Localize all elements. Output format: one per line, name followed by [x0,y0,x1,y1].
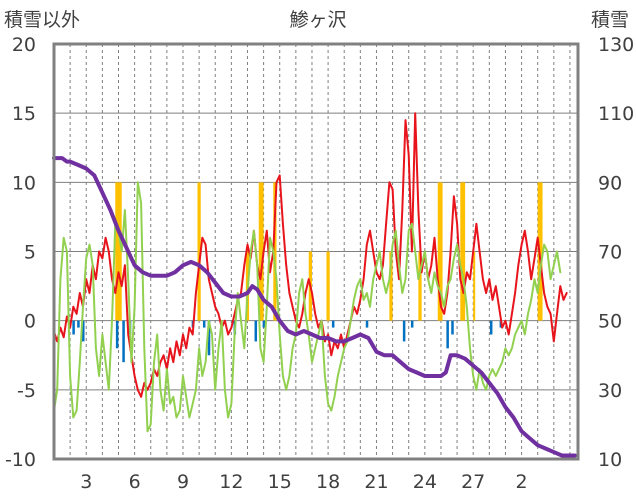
plot-frame [52,42,580,461]
blue-bar [82,320,85,342]
x-tick-label: 18 [316,471,340,493]
red-series-line [53,112,568,398]
blue-bar [331,320,335,328]
left-axis-ticks: 20 15 10 5 0 -5 -10 [5,34,36,471]
left-axis-label: 積雪以外 [4,9,80,31]
left-tick-label: 10 [12,172,36,194]
purple-series-line [52,156,577,458]
x-tick-label: 12 [219,471,243,493]
right-tick-label: 30 [598,380,622,402]
left-tick-label: -5 [17,380,36,402]
blue-bar [365,320,369,328]
blue-bar [77,320,80,328]
blue-bar [410,320,414,328]
right-tick-label: 10 [598,449,622,471]
blue-bar [446,320,449,349]
yellow-bar [197,182,201,321]
green-series-line [53,181,562,433]
yellow-bar [326,251,330,321]
yellow-bar [418,251,422,321]
blue-bar [254,320,258,342]
right-tick-label: 70 [598,242,622,264]
right-tick-label: 50 [598,311,622,333]
x-tick-label: 21 [364,471,388,493]
yellow-bar [437,182,443,321]
blue-bar [72,320,75,335]
x-tick-label: 27 [461,471,485,493]
x-tick-label: 3 [80,471,92,493]
left-tick-label: 5 [24,242,36,264]
yellow-bar [389,251,393,321]
blue-bar [489,320,493,335]
blue-bar [202,320,206,328]
yellow-bar [473,251,476,321]
left-tick-label: -10 [5,449,36,471]
blue-bar [207,320,211,356]
x-tick-label: 9 [177,471,189,493]
right-axis-label: 積雪 [591,9,629,31]
x-axis-ticks: 3 6 9 12 15 18 21 24 27 2 [80,471,527,493]
blue-bar [115,320,119,349]
yellow-bar [273,182,277,321]
x-tick-label: 2 [516,471,528,493]
chart-title: 鯵ヶ沢 [289,9,346,31]
x-tick-label: 6 [129,471,141,493]
blue-bar [402,320,406,342]
right-axis-ticks: 130 110 90 70 50 30 10 [598,34,634,471]
blue-bar [262,320,266,328]
blue-bar [122,320,125,363]
right-tick-label: 90 [598,172,622,194]
left-tick-label: 15 [12,103,36,125]
left-tick-label: 20 [12,34,36,56]
x-tick-label: 15 [268,471,292,493]
yellow-bar [115,182,122,321]
right-tick-label: 130 [598,34,634,56]
right-tick-label: 110 [598,103,634,125]
x-tick-label: 24 [413,471,437,493]
yellow-bar [460,182,466,321]
series-lines [52,112,577,458]
yellow-bar [258,182,264,321]
blue-bar [451,320,454,335]
left-tick-label: 0 [24,311,36,333]
